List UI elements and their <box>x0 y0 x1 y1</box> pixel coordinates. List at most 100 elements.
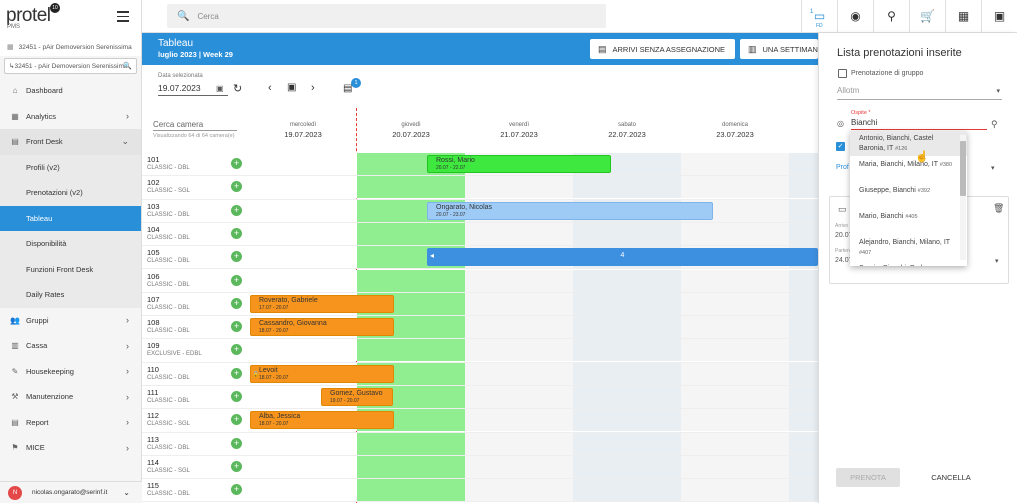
cancel-button[interactable]: CANCELLA <box>931 473 971 482</box>
cart-icon[interactable]: 🛒 <box>909 0 945 32</box>
search-icon[interactable]: ⚲ <box>991 119 998 129</box>
add-booking-icon[interactable]: + <box>231 227 242 239</box>
person-check-icon[interactable]: ⚲ <box>873 0 909 32</box>
day-cell[interactable] <box>249 455 357 478</box>
guest-suggestion[interactable]: Mario, Bianchi #405 <box>850 209 967 235</box>
guest-suggestion[interactable]: Sergio, Bianchi, Padova, <box>850 261 967 266</box>
day-cell[interactable] <box>249 246 357 269</box>
day-cell[interactable] <box>465 455 573 478</box>
search-input[interactable]: 🔍 Cerca <box>167 4 606 28</box>
guest-suggestion[interactable]: Giuseppe, Bianchi #392 <box>850 183 967 209</box>
apps-grid-icon[interactable]: ▦ <box>945 0 981 32</box>
day-cell[interactable] <box>681 292 789 315</box>
departure-input[interactable]: 24.07 <box>835 257 853 264</box>
room-search-input[interactable]: Cerca camera <box>153 120 237 131</box>
day-cell[interactable] <box>465 222 573 245</box>
sidebar-subitem[interactable]: Tableau <box>0 205 141 231</box>
day-cell[interactable] <box>573 479 681 502</box>
add-booking-icon[interactable]: + <box>231 344 242 356</box>
sidebar-item-report[interactable]: ▤ Report › <box>0 410 141 436</box>
day-cell[interactable] <box>573 316 681 339</box>
booking-bar[interactable]: ◂ 4 <box>427 248 818 267</box>
add-booking-icon[interactable]: + <box>231 158 242 169</box>
day-cell[interactable] <box>681 455 789 478</box>
day-cell[interactable] <box>789 316 818 339</box>
day-cell[interactable] <box>465 176 573 199</box>
day-cell[interactable] <box>249 339 357 362</box>
day-cell[interactable] <box>465 269 573 292</box>
booking-bar[interactable]: Alba, Jessica 18.07 - 20.07 <box>250 411 394 430</box>
add-booking-icon[interactable]: + <box>231 274 242 286</box>
search-icon[interactable]: 🔍 <box>123 63 132 70</box>
dropdown-arrow-icon[interactable]: ▾ <box>995 258 999 265</box>
day-cell[interactable] <box>465 409 573 432</box>
add-booking-icon[interactable]: + <box>231 437 242 449</box>
day-cell[interactable] <box>465 362 573 385</box>
day-cell[interactable] <box>681 339 789 362</box>
sidebar-item-gruppi[interactable]: 👥 Gruppi › <box>0 308 141 334</box>
day-cell[interactable] <box>789 409 818 432</box>
guest-suggestion[interactable]: Antonio, Bianchi, Castel Baronia, IT #12… <box>850 131 967 157</box>
booking-bar[interactable]: Gomez, Gustavo 19.07 - 20.07 <box>321 388 393 406</box>
booking-bar[interactable]: Rossi, Mario 20.07 - 22.07 <box>427 155 611 173</box>
add-booking-icon[interactable]: + <box>231 367 242 379</box>
day-cell[interactable] <box>249 222 357 245</box>
add-booking-icon[interactable]: + <box>231 414 242 426</box>
day-cell[interactable] <box>357 222 465 245</box>
sidebar-subitem[interactable]: Daily Rates <box>0 282 141 308</box>
calendar-today-icon[interactable]: ▣ <box>287 82 297 93</box>
add-booking-icon[interactable]: + <box>231 391 242 402</box>
sidebar-item-manutenzione[interactable]: ⚒ Manutenzione › <box>0 384 141 410</box>
day-cell[interactable] <box>681 386 789 408</box>
booking-bar[interactable]: Roverato, Gabriele 17.07 - 20.07 <box>250 294 394 313</box>
day-cell[interactable] <box>465 316 573 339</box>
day-cell[interactable] <box>249 432 357 455</box>
allotment-select[interactable]: Allotm ▾ <box>837 86 1002 100</box>
day-cell[interactable] <box>465 386 573 408</box>
add-booking-icon[interactable]: + <box>231 321 242 333</box>
refresh-icon[interactable]: ↻ <box>233 83 243 95</box>
day-cell[interactable] <box>789 362 818 385</box>
day-cell[interactable] <box>465 432 573 455</box>
add-booking-icon[interactable]: + <box>231 251 242 263</box>
group-booking-checkbox[interactable] <box>838 69 847 78</box>
sidebar-item-mice[interactable]: ⚑ MICE › <box>0 435 141 461</box>
day-cell[interactable] <box>573 176 681 199</box>
hamburger-menu-icon[interactable] <box>117 11 129 22</box>
day-cell[interactable] <box>249 176 357 199</box>
day-cell[interactable] <box>573 386 681 408</box>
day-cell[interactable] <box>789 455 818 478</box>
sidebar-subitem[interactable]: Funzioni Front Desk <box>0 256 141 282</box>
day-cell[interactable] <box>573 432 681 455</box>
add-booking-icon[interactable]: + <box>231 204 242 216</box>
day-cell[interactable] <box>573 339 681 362</box>
day-cell[interactable] <box>249 153 357 175</box>
day-cell[interactable] <box>789 222 818 245</box>
day-cell[interactable] <box>789 269 818 292</box>
front-office-icon[interactable]: ▭ 1 FD <box>801 0 837 32</box>
booking-bar[interactable]: Cassandro, Giovanna 18.07 - 20.07 <box>250 318 394 337</box>
day-cell[interactable] <box>573 269 681 292</box>
add-booking-icon[interactable]: + <box>231 297 242 309</box>
one-week-button[interactable]: ▥ UNA SETTIMANA <box>740 39 818 59</box>
day-cell[interactable] <box>357 176 465 199</box>
day-cell[interactable] <box>681 222 789 245</box>
user-menu[interactable]: N nicolas.ongarato@serinf.it ⌄ <box>0 481 142 503</box>
add-booking-icon[interactable]: + <box>231 484 242 496</box>
guest-input[interactable]: Bianchi <box>851 118 987 130</box>
guest-suggestion[interactable]: Maria, Bianchi, Milano, IT #380 <box>850 157 967 183</box>
arrival-input[interactable]: 20.07 <box>835 232 853 239</box>
day-cell[interactable] <box>789 199 818 222</box>
chevron-left-icon[interactable]: ‹ <box>268 82 272 94</box>
day-cell[interactable] <box>681 316 789 339</box>
booking-list-icon[interactable]: ▤ <box>343 83 353 94</box>
day-cell[interactable] <box>789 479 818 502</box>
day-cell[interactable] <box>789 153 818 175</box>
calendar-icon[interactable]: ▣ <box>981 0 1017 32</box>
day-cell[interactable] <box>681 432 789 455</box>
chevron-down-icon[interactable]: ⌄ <box>123 488 130 497</box>
day-cell[interactable] <box>249 199 357 222</box>
add-booking-icon[interactable]: + <box>231 460 242 472</box>
day-cell[interactable] <box>357 479 465 502</box>
day-cell[interactable] <box>573 362 681 385</box>
